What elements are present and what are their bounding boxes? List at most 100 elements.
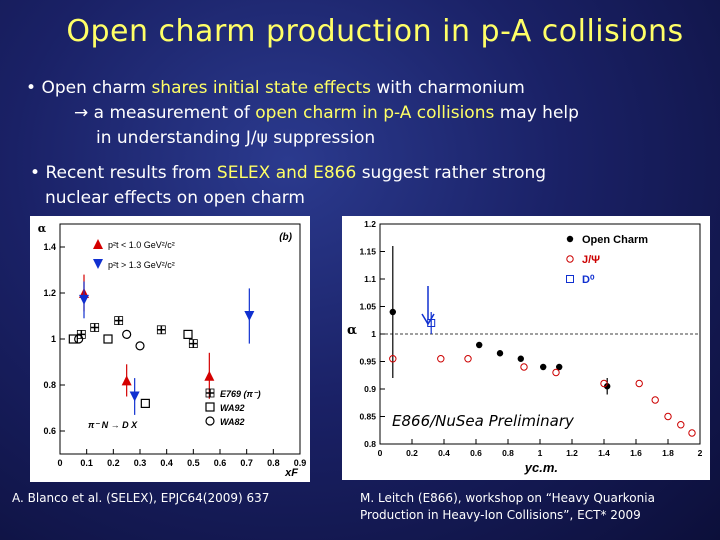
y-tick-label: 1.05 bbox=[359, 302, 376, 312]
bullet-2-text-post: suggest rather strong bbox=[356, 163, 547, 183]
data-point bbox=[664, 412, 672, 421]
data-point-stroke bbox=[114, 316, 123, 325]
legend-marker bbox=[205, 416, 215, 426]
right-caption-line2: Production in Heavy-Ion Collisions”, ECT… bbox=[360, 508, 641, 522]
x-tick-label: 0.6 bbox=[214, 458, 227, 468]
data-point bbox=[76, 330, 86, 339]
x-axis-label: xF bbox=[284, 467, 298, 479]
data-point bbox=[156, 325, 166, 335]
x-tick-label: 0.8 bbox=[502, 448, 514, 458]
bullet-1-line2-pre: a measurement of bbox=[88, 103, 256, 123]
y-tick-label: 0.8 bbox=[43, 380, 56, 390]
arrow-icon: → bbox=[74, 103, 89, 123]
y-axis-label: α bbox=[38, 222, 47, 235]
bullet-marker: • bbox=[30, 163, 41, 183]
data-point-stroke bbox=[77, 330, 86, 339]
data-point bbox=[635, 379, 643, 388]
selex-plot: 0 0.1 0.2 0.3 0.4 0.5 0.6 0.7 0.8 0.9 0.6 0.8 1 1.2 1.… bbox=[30, 216, 310, 482]
legend-marker-box bbox=[205, 388, 215, 398]
bullet-1-text-mid: with charmonium bbox=[370, 78, 525, 98]
legend-label: WA92 bbox=[220, 403, 245, 413]
e866-plot: 0 0.2 0.4 0.6 0.8 1 1.2 1.4 1.6 1.8 2 0.8 0.85 0.9 0.9… bbox=[342, 216, 710, 480]
right-caption-line1: M. Leitch (E866), workshop on “Heavy Qua… bbox=[360, 491, 655, 505]
data-point-stroke bbox=[90, 323, 99, 332]
data-point bbox=[204, 370, 215, 381]
y-tick-label: 1.1 bbox=[364, 274, 376, 284]
bullet-marker: • bbox=[26, 78, 37, 98]
x-tick-label: 0.2 bbox=[107, 458, 120, 468]
bullet-1-text-pre: Open charm bbox=[41, 78, 152, 98]
bullet-1-line3: in understanding J/ψ suppression bbox=[96, 128, 376, 148]
x-tick-label: 0.1 bbox=[80, 458, 93, 468]
data-point bbox=[517, 355, 524, 362]
legend-marker bbox=[566, 275, 574, 283]
data-point bbox=[688, 429, 696, 437]
y-tick-label: 1 bbox=[371, 329, 376, 339]
data-point bbox=[496, 350, 504, 357]
data-point bbox=[135, 341, 145, 351]
data-point bbox=[183, 329, 193, 340]
x-tick-label: 0.9 bbox=[294, 458, 307, 468]
legend-label: p²t < 1.0 GeV²/c² bbox=[108, 240, 175, 250]
x-tick-label: 0 bbox=[57, 458, 62, 468]
x-tick-label: 2 bbox=[698, 448, 703, 458]
data-point-box bbox=[76, 330, 86, 339]
annotation-bg bbox=[388, 409, 598, 431]
bullet-1-line2-highlight: open charm in p-A collisions bbox=[255, 103, 495, 123]
x-tick-label: 0.3 bbox=[134, 458, 147, 468]
bullet-2-highlight: SELEX and E866 bbox=[216, 163, 357, 183]
data-point-stroke bbox=[189, 339, 198, 348]
x-tick-label: 0.8 bbox=[267, 458, 280, 468]
legend-label: p²t > 1.3 GeV²/c² bbox=[108, 260, 175, 270]
data-point bbox=[540, 363, 547, 371]
x-tick-label: 0.2 bbox=[406, 448, 418, 458]
slide-title: Open charm production in p-A collisions bbox=[66, 14, 684, 49]
data-point-box bbox=[90, 323, 100, 332]
x-tick-label: 1.8 bbox=[662, 448, 674, 458]
data-point bbox=[244, 311, 255, 321]
legend-marker bbox=[93, 259, 103, 269]
data-point bbox=[122, 329, 132, 340]
data-point bbox=[188, 339, 198, 348]
data-point bbox=[520, 363, 528, 371]
y-tick-label: 0.95 bbox=[359, 357, 376, 367]
x-tick-label: 0.4 bbox=[438, 448, 450, 458]
data-point bbox=[74, 334, 84, 344]
panel-label: (b) bbox=[279, 232, 292, 243]
data-point bbox=[103, 334, 113, 344]
data-point bbox=[389, 308, 396, 316]
data-point bbox=[464, 355, 472, 363]
data-point bbox=[121, 375, 132, 386]
data-point bbox=[90, 323, 100, 332]
data-point-box bbox=[188, 339, 198, 348]
data-point bbox=[556, 363, 563, 371]
x-tick-label: 0.4 bbox=[160, 458, 173, 468]
bullet-1: • Open charm shares initial state effect… bbox=[26, 76, 706, 151]
legend-marker bbox=[93, 239, 103, 249]
data-point bbox=[604, 383, 611, 390]
legend-label: WA82 bbox=[220, 417, 245, 427]
legend-label: D⁰ bbox=[582, 274, 595, 286]
y-tick-label: 1.2 bbox=[364, 219, 376, 229]
bullet-2-line2: nuclear effects on open charm bbox=[45, 188, 305, 208]
bullet-1-highlight: shares initial state effects bbox=[151, 78, 371, 98]
y-tick-label: 1.4 bbox=[43, 242, 56, 252]
plot-annotation: E866/NuSea Preliminary bbox=[392, 412, 575, 430]
y-tick-label: 0.6 bbox=[43, 426, 56, 436]
y-tick-label: 1 bbox=[51, 334, 56, 344]
y-tick-label: 1.2 bbox=[43, 288, 56, 298]
data-point bbox=[651, 396, 659, 404]
data-point bbox=[600, 379, 608, 388]
data-point-box bbox=[114, 316, 124, 325]
bullet-2: • Recent results from SELEX and E866 sug… bbox=[30, 161, 710, 211]
x-tick-label: 0 bbox=[378, 448, 383, 458]
x-tick-label: 1 bbox=[538, 448, 543, 458]
legend-marker-stroke bbox=[206, 389, 214, 397]
legend-marker bbox=[205, 388, 215, 398]
data-point bbox=[389, 355, 397, 363]
x-tick-label: 0.7 bbox=[240, 458, 253, 468]
e866-plot-svg: 0 0.2 0.4 0.6 0.8 1 1.2 1.4 1.6 1.8 2 0.8 0.85 0.9 0.9… bbox=[347, 219, 703, 475]
legend-label: Open Charm bbox=[582, 234, 648, 246]
data-point-stroke bbox=[157, 325, 166, 334]
y-tick-label: 1.15 bbox=[359, 247, 376, 257]
